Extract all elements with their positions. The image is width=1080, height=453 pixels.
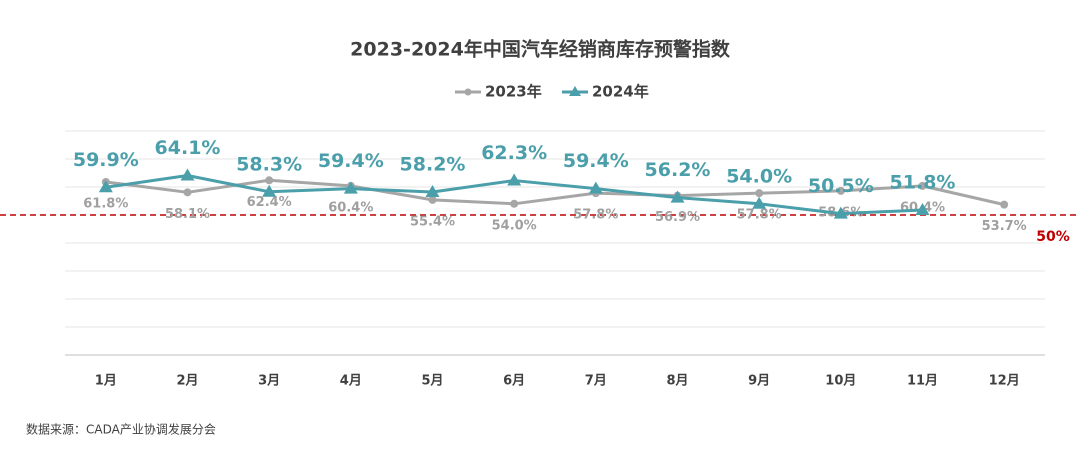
x-tick-label: 6月	[503, 374, 525, 389]
legend-marker	[569, 86, 581, 96]
data-label: 64.1%	[155, 137, 221, 159]
x-tick-label: 8月	[666, 374, 688, 389]
legend-marker	[464, 88, 472, 96]
legend-label: 2023年	[485, 83, 542, 101]
x-tick-label: 5月	[421, 374, 443, 389]
data-label: 54.0%	[726, 165, 792, 187]
point	[915, 202, 930, 215]
data-label: 62.4%	[247, 195, 292, 210]
point	[1000, 200, 1009, 209]
point	[425, 185, 440, 198]
x-tick-label: 1月	[95, 374, 117, 389]
data-label: 59.9%	[73, 149, 139, 171]
reference-label: 50%	[1036, 229, 1070, 245]
data-label: 57.8%	[737, 208, 782, 223]
legend-label: 2024年	[592, 83, 649, 101]
x-tick-label: 4月	[340, 374, 362, 389]
data-label: 50.5%	[808, 175, 874, 197]
point	[262, 184, 277, 197]
source-note: 数据来源：CADA产业协调发展分会	[26, 422, 216, 437]
x-tick-label: 9月	[748, 374, 770, 389]
point	[836, 186, 845, 195]
x-tick-label: 2月	[176, 374, 198, 389]
data-label: 61.8%	[83, 196, 128, 211]
data-label: 62.3%	[481, 142, 547, 164]
data-label: 58.1%	[165, 207, 210, 222]
point	[510, 199, 519, 208]
point	[507, 173, 522, 186]
data-label: 51.8%	[890, 171, 956, 193]
point	[183, 188, 192, 197]
x-tick-label: 11月	[907, 374, 938, 389]
data-label: 55.4%	[410, 214, 455, 229]
x-tick-label: 12月	[989, 374, 1020, 389]
data-label: 59.4%	[563, 150, 629, 172]
chart-title: 2023-2024年中国汽车经销商库存预警指数	[350, 38, 731, 61]
point	[343, 181, 358, 194]
data-label: 56.9%	[655, 210, 700, 225]
point	[180, 168, 195, 181]
point	[833, 206, 848, 219]
data-label: 60.4%	[328, 200, 373, 215]
point	[752, 196, 767, 209]
point	[755, 189, 764, 198]
x-tick-label: 3月	[258, 374, 280, 389]
data-label: 53.7%	[982, 219, 1027, 234]
point	[588, 181, 603, 194]
data-label: 58.2%	[400, 154, 466, 176]
x-tick-label: 10月	[825, 374, 856, 389]
point	[265, 176, 274, 185]
data-label: 57.8%	[573, 208, 618, 223]
data-label: 59.4%	[318, 150, 384, 172]
point	[428, 195, 437, 204]
data-label: 58.3%	[236, 153, 302, 175]
point	[670, 190, 685, 203]
data-label: 56.2%	[645, 159, 711, 181]
point	[98, 180, 113, 193]
data-label: 54.0%	[492, 218, 537, 233]
point	[918, 181, 927, 190]
x-tick-label: 7月	[585, 374, 607, 389]
series-line	[105, 178, 1005, 207]
